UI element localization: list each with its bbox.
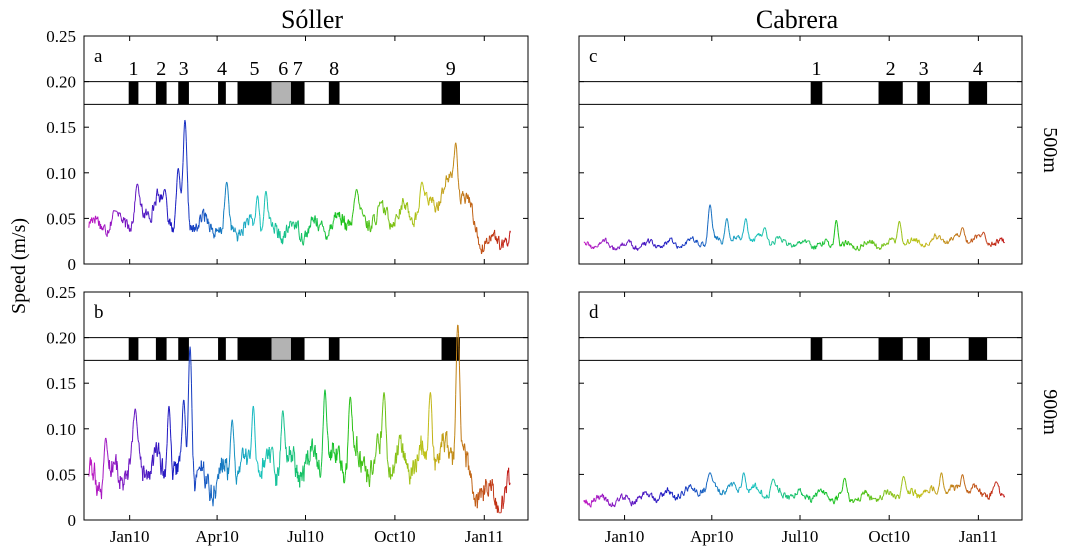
event-bar-3 bbox=[178, 81, 189, 105]
depth-label-900m: 900m bbox=[1039, 389, 1061, 435]
panel-letter: b bbox=[94, 302, 104, 323]
y-tick-label: 0.05 bbox=[46, 465, 76, 484]
y-tick-label: 0.20 bbox=[46, 329, 76, 348]
event-label-4: 4 bbox=[973, 58, 983, 80]
event-bar-5 bbox=[237, 81, 272, 105]
event-label-3: 3 bbox=[919, 58, 929, 80]
event-bar-3 bbox=[178, 337, 189, 361]
x-tick-label: Jan10 bbox=[605, 527, 645, 546]
panel-b: Jan10 Apr10 Jul10 Oct10 Jan11 0 0.05 0.10 0.15 0.… bbox=[46, 283, 529, 546]
plot-frame bbox=[83, 35, 529, 265]
event-bar-1 bbox=[810, 337, 823, 361]
y-axis-label: Speed (m/s) bbox=[8, 218, 30, 314]
event-bar-4 bbox=[968, 81, 988, 105]
event-label-9: 9 bbox=[446, 58, 456, 80]
event-bar-4 bbox=[968, 337, 988, 361]
panel-letter: c bbox=[589, 46, 597, 67]
event-label-2: 2 bbox=[156, 58, 166, 80]
x-tick-label: Jan11 bbox=[465, 527, 504, 546]
y-tick-label: 0 bbox=[68, 255, 77, 274]
event-label-6: 6 bbox=[278, 58, 288, 80]
event-bar-7 bbox=[290, 337, 305, 361]
event-bar-2 bbox=[155, 337, 167, 361]
event-bar-4 bbox=[218, 81, 226, 105]
event-label-3: 3 bbox=[179, 58, 189, 80]
event-bar-8 bbox=[328, 337, 340, 361]
event-bar-8 bbox=[328, 81, 340, 105]
event-bar-2 bbox=[878, 81, 903, 105]
panel-a: 1 2 3 4 5 6 7 8 9 0 0.05 0.10 0.15 0.20 0.25 a bbox=[46, 27, 529, 274]
panel-letter: a bbox=[94, 46, 103, 67]
panel-letter: d bbox=[589, 302, 599, 323]
x-tick-label: Jul10 bbox=[287, 527, 324, 546]
event-bar-7 bbox=[290, 81, 305, 105]
y-tick-label: 0.20 bbox=[46, 73, 76, 92]
y-tick-label: 0.25 bbox=[46, 27, 76, 46]
y-tick-label: 0.15 bbox=[46, 374, 76, 393]
panel-c: 1 2 3 4 c bbox=[578, 35, 1023, 265]
event-bar-3 bbox=[917, 337, 930, 361]
event-bar-1 bbox=[810, 81, 823, 105]
event-bar-6 bbox=[271, 337, 291, 361]
event-bar-1 bbox=[128, 337, 139, 361]
plot-frame bbox=[83, 291, 529, 521]
y-tick-label: 0.15 bbox=[46, 118, 76, 137]
event-label-2: 2 bbox=[886, 58, 896, 80]
event-bar-9 bbox=[441, 81, 460, 105]
x-tick-label: Jan10 bbox=[110, 527, 150, 546]
event-bar-9 bbox=[441, 337, 460, 361]
event-bar-6 bbox=[271, 81, 291, 105]
event-bar-2 bbox=[155, 81, 167, 105]
plot-frame bbox=[578, 35, 1023, 265]
event-bar-1 bbox=[128, 81, 139, 105]
y-tick-label: 0 bbox=[68, 511, 77, 530]
event-label-5: 5 bbox=[250, 58, 260, 80]
event-bar-4 bbox=[218, 337, 226, 361]
column-title-cabrera: Cabrera bbox=[756, 5, 839, 34]
y-tick-label: 0.25 bbox=[46, 283, 76, 302]
event-label-4: 4 bbox=[217, 58, 227, 80]
event-bar-3 bbox=[917, 81, 930, 105]
x-tick-label: Jan11 bbox=[959, 527, 998, 546]
y-tick-label: 0.10 bbox=[46, 164, 76, 183]
x-tick-label: Jul10 bbox=[782, 527, 819, 546]
y-tick-label: 0.05 bbox=[46, 209, 76, 228]
x-tick-label: Oct10 bbox=[374, 527, 416, 546]
event-label-1: 1 bbox=[129, 58, 139, 80]
event-bar-2 bbox=[878, 337, 903, 361]
event-label-8: 8 bbox=[329, 58, 339, 80]
x-tick-label: Apr10 bbox=[195, 527, 238, 546]
column-title-soller: Sóller bbox=[281, 5, 343, 34]
x-tick-label: Oct10 bbox=[868, 527, 910, 546]
y-tick-label: 0.10 bbox=[46, 420, 76, 439]
x-tick-label: Apr10 bbox=[690, 527, 733, 546]
panel-d: Jan10 Apr10 Jul10 Oct10 Jan11 d bbox=[578, 291, 1023, 546]
event-label-1: 1 bbox=[811, 58, 821, 80]
event-bar-5 bbox=[237, 337, 272, 361]
depth-label-500m: 500m bbox=[1039, 127, 1061, 173]
event-label-7: 7 bbox=[293, 58, 303, 80]
